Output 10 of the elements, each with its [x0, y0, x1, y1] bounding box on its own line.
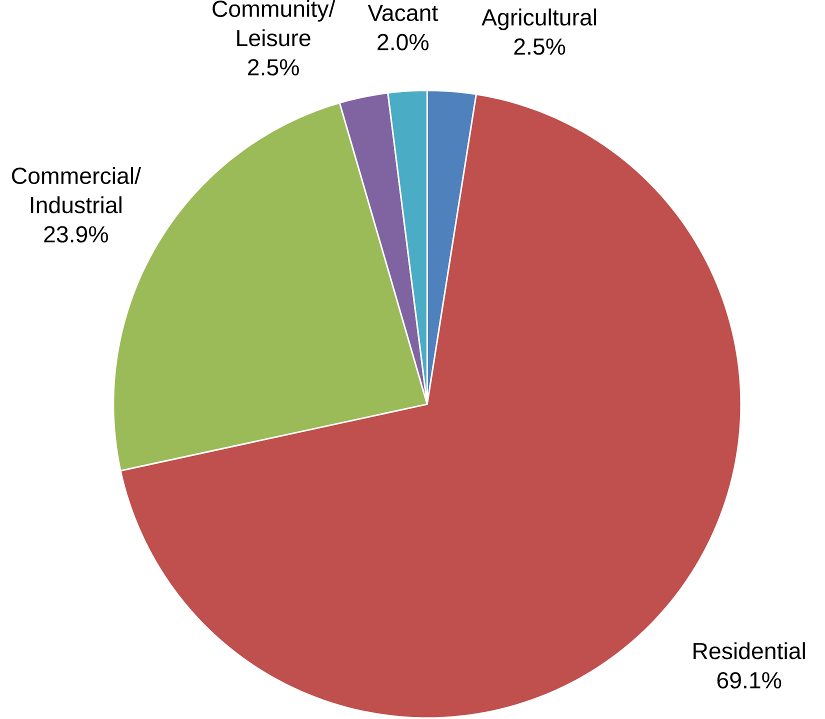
slice-label: Community/ Leisure: [212, 0, 336, 46]
slice-label: Agricultural: [482, 8, 596, 30]
data-label: 2.0%: [378, 34, 428, 50]
data-label: 2.5%: [248, 59, 299, 76]
data-label: 69.1%: [717, 672, 782, 689]
slice-label: Residential: [694, 642, 805, 660]
slice-label: Commercial/ Industrial: [12, 167, 141, 214]
data-label: 23.9%: [44, 226, 108, 243]
data-label: 2.5%: [514, 38, 566, 55]
slice-label: Vacant: [368, 5, 438, 22]
